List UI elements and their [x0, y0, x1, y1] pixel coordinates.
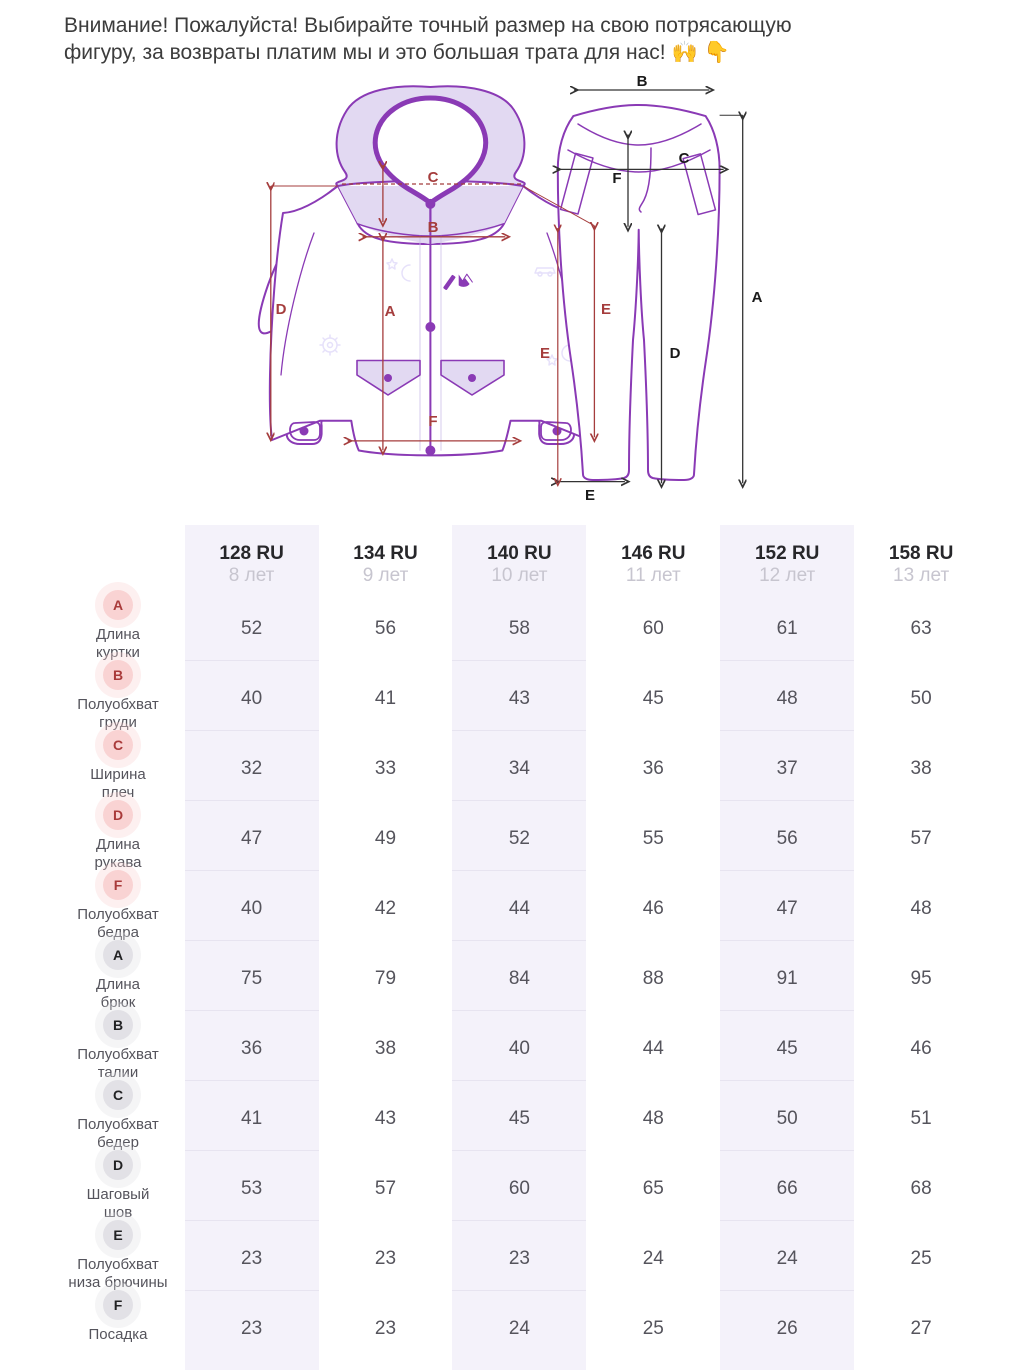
svg-text:A: A — [752, 289, 763, 306]
svg-text:A: A — [385, 303, 396, 320]
svg-text:F: F — [428, 413, 437, 430]
svg-text:E: E — [585, 487, 595, 504]
svg-text:B: B — [428, 219, 439, 236]
svg-text:C: C — [679, 150, 690, 167]
svg-text:B: B — [637, 73, 648, 90]
svg-text:C: C — [428, 169, 439, 186]
svg-text:F: F — [612, 170, 621, 187]
svg-text:E: E — [601, 301, 611, 318]
svg-text:D: D — [670, 345, 681, 362]
svg-text:E: E — [540, 345, 550, 362]
svg-text:D: D — [276, 301, 287, 318]
